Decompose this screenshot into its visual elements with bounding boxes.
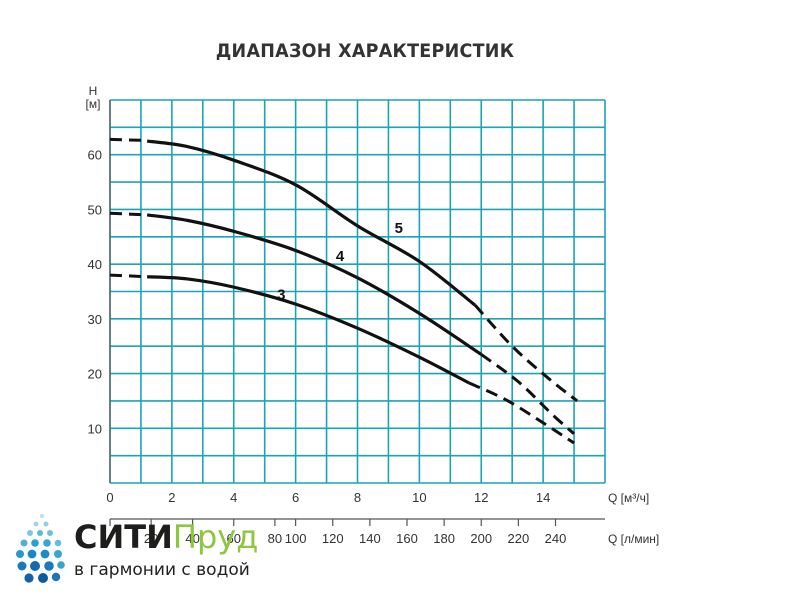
x-tick-label: 14 xyxy=(536,490,550,505)
curve-4-dashed-start xyxy=(109,211,148,217)
droplet-shape xyxy=(43,521,49,527)
x2-tick-label: 60 xyxy=(227,531,241,546)
y-tick-label: 50 xyxy=(88,202,102,217)
x2-tick-label: 80 xyxy=(268,531,282,546)
brand-logo: СИТИПруд в гармонии с водой xyxy=(8,510,298,590)
droplet-shape xyxy=(20,539,28,547)
droplet-shape xyxy=(38,573,48,583)
x-tick-label: 12 xyxy=(474,490,488,505)
x2-tick-label: 200 xyxy=(470,531,492,546)
x2-tick-label: 140 xyxy=(359,531,381,546)
brand-name-part2: Пруд xyxy=(172,518,259,556)
curve-label-4: 4 xyxy=(336,248,345,265)
droplet-shape xyxy=(30,561,40,571)
y-tick-label: 60 xyxy=(88,148,102,163)
x2-axis-label: Q [л/мин] xyxy=(608,532,659,546)
droplet-shape xyxy=(24,573,34,583)
droplet-shape xyxy=(44,561,54,571)
x2-tick-label: 180 xyxy=(433,531,455,546)
droplet-shape xyxy=(27,530,33,536)
curve-5-dashed-start xyxy=(109,137,148,142)
x2-tick-label: 220 xyxy=(508,531,530,546)
y-tick-label: 10 xyxy=(88,421,102,436)
droplet-shape xyxy=(31,539,39,547)
x-axis-label: Q [м³/ч] xyxy=(608,491,649,505)
x-tick-label: 8 xyxy=(354,490,361,505)
curve-3-dashed-start xyxy=(109,273,148,279)
droplet-shape xyxy=(57,561,65,569)
droplet-shape xyxy=(43,539,51,547)
curve-label-5: 5 xyxy=(395,220,403,237)
y-tick-label: 30 xyxy=(88,312,102,327)
x2-tick-label: 20 xyxy=(144,531,158,546)
droplets-icon xyxy=(16,514,65,583)
curve-4 xyxy=(146,213,483,356)
x-tick-label: 0 xyxy=(106,490,113,505)
x2-tick-label: 240 xyxy=(545,531,567,546)
chart-title: ДИАПАЗОН ХАРАКТЕРИСТИК xyxy=(215,40,515,62)
x2-tick-label: 160 xyxy=(396,531,418,546)
y-axis-label: [м] xyxy=(86,97,101,111)
curve-3-dashed-end xyxy=(468,381,575,445)
droplet-shape xyxy=(17,561,27,571)
droplet-shape xyxy=(51,572,61,582)
curve-4-dashed-end xyxy=(480,353,576,435)
curve-5-dashed-end xyxy=(473,304,579,403)
y-tick-label: 40 xyxy=(88,257,102,272)
droplet-shape xyxy=(37,530,43,536)
y-axis-label: H xyxy=(89,84,98,98)
droplet-shape xyxy=(33,521,39,527)
x-tick-label: 2 xyxy=(168,490,175,505)
droplet-shape xyxy=(47,530,53,536)
brand-name-part1: СИТИ xyxy=(74,518,173,556)
droplet-shape xyxy=(54,550,62,558)
x2-tick-label: 100 xyxy=(285,531,307,546)
curve-label-3: 3 xyxy=(277,287,285,304)
x-tick-label: 4 xyxy=(230,490,237,505)
y-tick-label: 20 xyxy=(88,367,102,382)
droplet-shape xyxy=(27,549,37,559)
x-tick-label: 6 xyxy=(292,490,299,505)
droplet-shape xyxy=(16,550,24,558)
brand-tagline: в гармонии с водой xyxy=(74,560,250,580)
droplet-shape xyxy=(40,514,44,518)
x2-tick-label: 120 xyxy=(322,531,344,546)
curve-3 xyxy=(147,275,470,385)
brand-name: СИТИПруд xyxy=(74,520,258,554)
x2-tick-label: 40 xyxy=(185,531,199,546)
curve-5 xyxy=(146,139,477,307)
droplet-shape xyxy=(40,549,50,559)
x-tick-label: 10 xyxy=(412,490,426,505)
droplet-shape xyxy=(54,539,62,547)
